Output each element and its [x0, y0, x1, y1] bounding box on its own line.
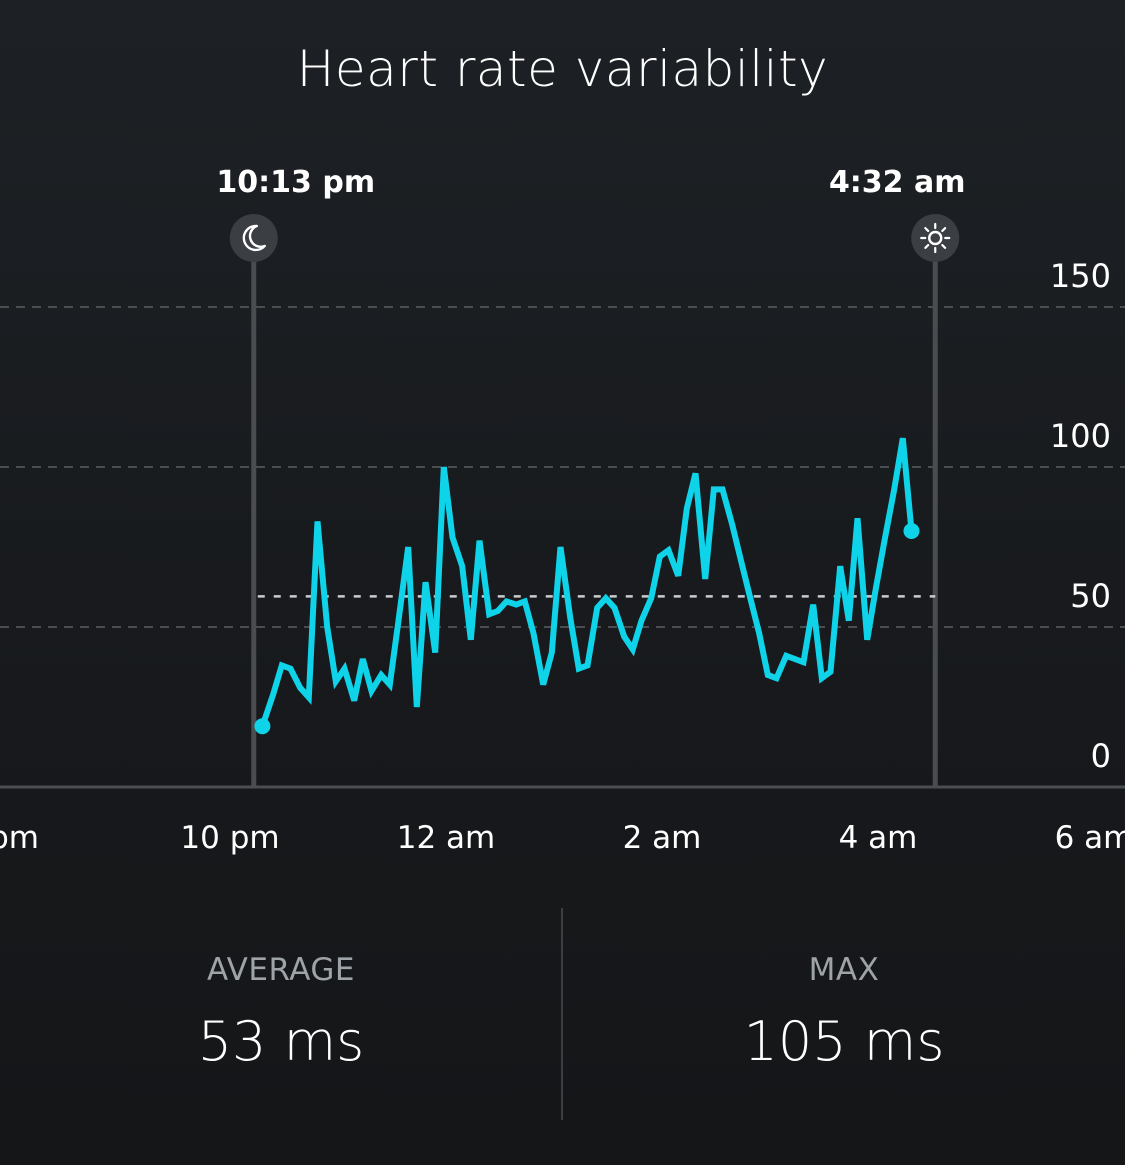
x-tick-label: 12 am: [397, 820, 496, 856]
average-value: 53 ms: [197, 1010, 365, 1073]
max-label: MAX: [808, 952, 880, 988]
max-value: 105 ms: [743, 1010, 945, 1073]
x-tick-label: 6 am: [1055, 820, 1125, 856]
series-start-point: [254, 718, 271, 735]
moon-icon: [229, 214, 278, 262]
sleep-start-label: 10:13 pm: [216, 165, 375, 200]
hrv-series-line: [259, 437, 915, 730]
sun-icon: [911, 214, 960, 262]
x-tick-label: 10 pm: [180, 820, 279, 856]
stats-divider: [561, 908, 563, 1120]
sleep-end-label: 4:32 am: [829, 165, 966, 200]
average-label: AVERAGE: [206, 952, 356, 988]
series-end-point: [903, 523, 920, 539]
sleep-markers: 10:13 pm 4:32 am: [216, 165, 966, 787]
page-title: Heart rate variability: [296, 40, 829, 98]
y-tick-label: 0: [1091, 737, 1111, 775]
stats-panel: AVERAGE 53 ms MAX 105 ms: [0, 900, 1125, 1130]
x-tick-label: 2 am: [623, 820, 702, 856]
x-tick-label: pm: [0, 820, 39, 856]
y-tick-label: 50: [1070, 577, 1111, 615]
x-axis-ticks: pm 10 pm 12 am 2 am 4 am 6 am: [0, 820, 1125, 856]
y-axis-ticks: 0 50 100 150: [1050, 257, 1111, 775]
y-tick-label: 150: [1050, 257, 1111, 295]
x-tick-label: 4 am: [839, 820, 918, 856]
y-tick-label: 100: [1050, 417, 1111, 455]
hrv-chart: 0 50 100 150 pm 10 pm 12 am 2 am 4 am 6 am 10:13…: [0, 165, 1125, 856]
grid-lines: [0, 306, 1125, 628]
